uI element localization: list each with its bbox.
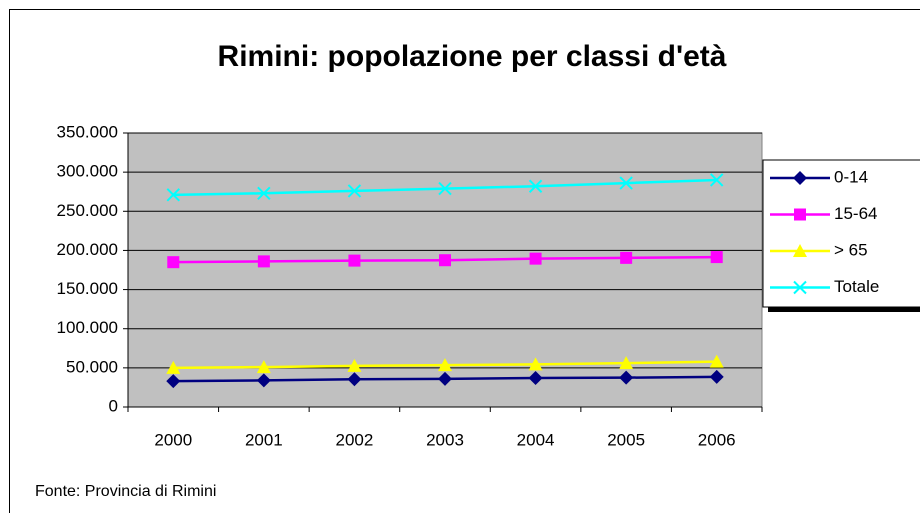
data-point [347, 184, 362, 198]
data-point [709, 354, 724, 368]
chart-title: Rimini: popolazione per classi d'età [218, 40, 727, 73]
data-point [438, 358, 452, 372]
data-point [167, 256, 180, 269]
data-point [257, 186, 271, 200]
data-point [257, 255, 270, 268]
legend-marker [793, 171, 807, 185]
data-point [528, 357, 543, 371]
data-point [709, 369, 724, 384]
data-point [166, 360, 181, 374]
legend [762, 159, 920, 308]
legend-label: > 65 [834, 240, 868, 259]
legend-label: 0-14 [834, 167, 868, 186]
data-point [710, 173, 724, 187]
data-point [528, 371, 543, 386]
legend-label: Totale [834, 277, 879, 296]
data-point [438, 181, 452, 196]
y-tick-label: 200.000 [57, 240, 118, 259]
y-tick-label: 150.000 [57, 279, 118, 298]
x-tick-label: 2003 [426, 430, 464, 449]
legend-marker [793, 244, 807, 257]
y-tick-label: 100.000 [57, 318, 118, 337]
data-point [620, 251, 633, 264]
data-point [439, 254, 451, 267]
x-tick-label: 2006 [698, 430, 736, 449]
y-tick-label: 0 [109, 396, 118, 415]
x-tick-label: 2002 [336, 430, 374, 449]
x-tick-label: 2004 [517, 430, 555, 449]
y-tick-label: 300.000 [57, 162, 118, 181]
data-point [438, 371, 452, 386]
data-point [348, 254, 361, 267]
data-point [619, 370, 634, 385]
data-point [710, 251, 723, 264]
x-tick-label: 2000 [154, 430, 192, 449]
x-tick-label: 2005 [607, 430, 645, 449]
legend-marker [794, 208, 806, 221]
data-point [529, 252, 542, 265]
data-point [256, 360, 271, 374]
data-point [347, 358, 362, 372]
y-tick-label: 350.000 [57, 122, 118, 141]
data-point [619, 176, 633, 190]
data-point [256, 373, 271, 388]
data-point [619, 356, 634, 370]
data-point [528, 179, 543, 193]
source-note: Fonte: Provincia di Rimini [35, 483, 216, 500]
y-tick-label: 250.000 [57, 201, 118, 220]
data-point [347, 372, 362, 387]
x-tick-label: 2001 [245, 430, 283, 449]
legend-marker [793, 280, 807, 295]
y-tick-label: 50.000 [66, 357, 118, 376]
data-point [166, 188, 180, 202]
legend-label: 15-64 [834, 204, 877, 223]
data-point [166, 374, 181, 389]
